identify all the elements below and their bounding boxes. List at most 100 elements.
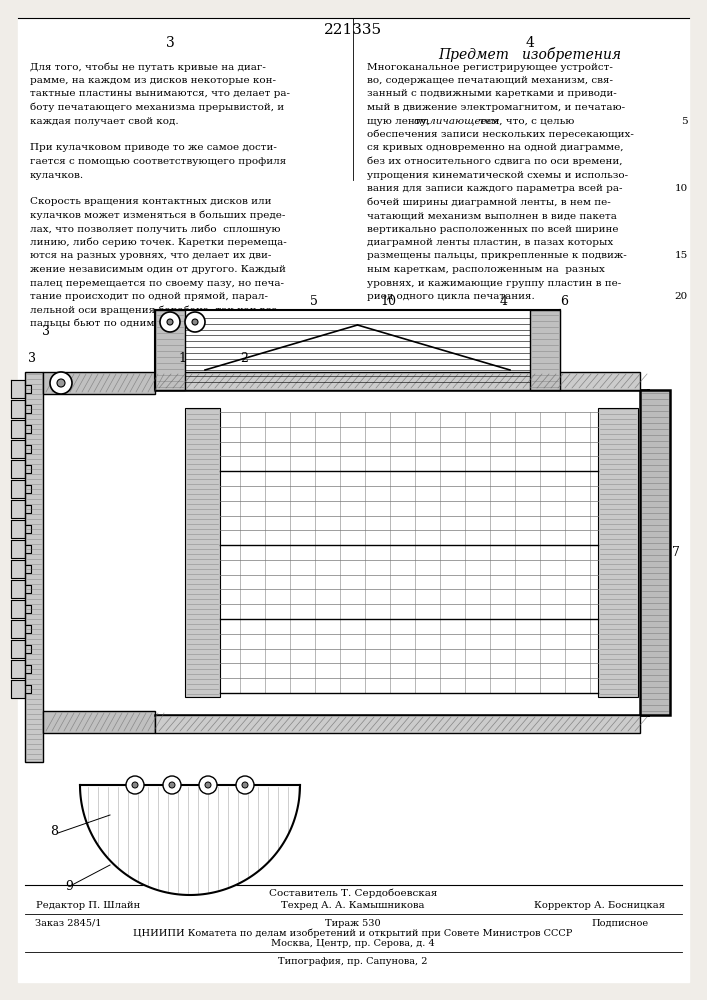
Text: Редактор П. Шлайн: Редактор П. Шлайн [36, 900, 140, 910]
Bar [43, 372, 155, 394]
Text: 7: 7 [672, 546, 680, 559]
Polygon shape [11, 480, 31, 498]
Text: во, содержащее печатающий механизм, свя-: во, содержащее печатающий механизм, свя- [367, 76, 613, 85]
Text: 6: 6 [560, 295, 568, 308]
Bar [25, 372, 43, 762]
Text: палец перемещается по своему пазу, но печа-: палец перемещается по своему пазу, но пе… [30, 278, 284, 288]
Text: Предмет   изобретения: Предмет изобретения [438, 46, 621, 62]
Text: ются на разных уровнях, что делает их дви-: ются на разных уровнях, что делает их дв… [30, 251, 271, 260]
Text: 4: 4 [500, 295, 508, 308]
Text: 4: 4 [525, 36, 534, 50]
Text: ся кривых одновременно на одной диаграмме,: ся кривых одновременно на одной диаграмм… [367, 143, 624, 152]
Polygon shape [11, 640, 31, 658]
Text: ЦНИИПИ Коматета по делам изобретений и открытий при Совете Министров СССР: ЦНИИПИ Коматета по делам изобретений и о… [134, 928, 573, 938]
Text: Многоканальное регистрирующее устройст-: Многоканальное регистрирующее устройст- [367, 62, 613, 72]
Polygon shape [11, 460, 31, 478]
Text: обеспечения записи нескольких пересекающих-: обеспечения записи нескольких пересекающ… [367, 130, 634, 139]
Circle shape [205, 782, 211, 788]
Circle shape [132, 782, 138, 788]
Text: Корректор А. Босницкая: Корректор А. Босницкая [534, 900, 665, 910]
Text: 10: 10 [674, 184, 688, 193]
Text: занный с подвижными каретками и приводи-: занный с подвижными каретками и приводи- [367, 90, 617, 99]
Text: уровнях, и кажимающие группу пластин в пе-: уровнях, и кажимающие группу пластин в п… [367, 278, 621, 288]
Text: без их относительного сдвига по оси времени,: без их относительного сдвига по оси врем… [367, 157, 622, 166]
Bar [530, 310, 560, 390]
Text: 9: 9 [65, 880, 73, 893]
Text: тем, что, с целью: тем, что, с целью [476, 116, 574, 125]
Text: тактные пластины вынимаются, что делает ра-: тактные пластины вынимаются, что делает … [30, 90, 290, 99]
Circle shape [242, 782, 248, 788]
Text: При кулачковом приводе то же самое дости-: При кулачковом приводе то же самое дости… [30, 143, 277, 152]
Text: вания для записи каждого параметра всей ра-: вания для записи каждого параметра всей … [367, 184, 622, 193]
Text: Москва, Центр, пр. Серова, д. 4: Москва, Центр, пр. Серова, д. 4 [271, 938, 435, 948]
Circle shape [185, 312, 205, 332]
Text: 15: 15 [674, 251, 688, 260]
Text: кулачков.: кулачков. [30, 170, 84, 180]
Circle shape [50, 372, 72, 394]
Bar [155, 715, 640, 733]
Circle shape [160, 312, 180, 332]
Bar [185, 310, 530, 390]
Bar [640, 390, 670, 715]
Bar [43, 711, 155, 733]
Text: 5: 5 [310, 295, 318, 308]
Text: ным кареткам, расположенным на  разных: ным кареткам, расположенным на разных [367, 265, 605, 274]
Circle shape [199, 776, 217, 794]
Text: размещены пальцы, прикрепленные к подвиж-: размещены пальцы, прикрепленные к подвиж… [367, 251, 626, 260]
Text: 8: 8 [50, 825, 58, 838]
Text: 20: 20 [674, 292, 688, 301]
Bar [185, 408, 220, 697]
Polygon shape [11, 440, 31, 458]
Text: Составитель Т. Сердобоевская: Составитель Т. Сердобоевская [269, 888, 437, 898]
Text: Скорость вращения контактных дисков или: Скорость вращения контактных дисков или [30, 198, 271, 207]
Text: упрощения кинематической схемы и использо-: упрощения кинематической схемы и использ… [367, 170, 628, 180]
Bar [155, 310, 185, 390]
Text: мый в движение электромагнитом, и печатаю-: мый в движение электромагнитом, и печата… [367, 103, 625, 112]
Circle shape [192, 319, 198, 325]
Text: 3: 3 [28, 352, 36, 365]
Text: 2: 2 [240, 352, 248, 365]
Text: 221335: 221335 [324, 23, 382, 37]
Text: 3: 3 [165, 36, 175, 50]
Text: тание происходит по одной прямой, парал-: тание происходит по одной прямой, парал- [30, 292, 268, 301]
Polygon shape [11, 660, 31, 678]
Text: Заказ 2845/1: Заказ 2845/1 [35, 918, 101, 928]
Bar [155, 372, 640, 390]
Circle shape [167, 319, 173, 325]
Text: каждая получает свой код.: каждая получает свой код. [30, 116, 179, 125]
Text: гается с помощью соответствующего профиля: гается с помощью соответствующего профил… [30, 157, 286, 166]
Polygon shape [11, 420, 31, 438]
Text: лах, что позволяет получить либо  сплошную: лах, что позволяет получить либо сплошну… [30, 224, 281, 234]
Text: кулачков может изменяться в больших преде-: кулачков может изменяться в больших пред… [30, 211, 286, 220]
Polygon shape [11, 500, 31, 518]
Polygon shape [11, 620, 31, 638]
Text: пальцы бьют по одним и тем же пластинам.: пальцы бьют по одним и тем же пластинам. [30, 319, 272, 328]
Polygon shape [11, 680, 31, 698]
Text: рамме, на каждом из дисков некоторые кон-: рамме, на каждом из дисков некоторые кон… [30, 76, 276, 85]
Polygon shape [11, 520, 31, 538]
Text: Тираж 530: Тираж 530 [325, 918, 381, 928]
Text: 3: 3 [42, 325, 50, 338]
Text: бочей ширины диаграмной ленты, в нем пе-: бочей ширины диаграмной ленты, в нем пе- [367, 197, 611, 207]
Text: чатающий механизм выполнен в виде пакета: чатающий механизм выполнен в виде пакета [367, 211, 617, 220]
Polygon shape [80, 785, 300, 895]
Text: Техред А. А. Камышникова: Техред А. А. Камышникова [281, 900, 425, 910]
Text: 10: 10 [380, 295, 396, 308]
Bar [598, 408, 638, 697]
Text: риод одного цикла печатания.: риод одного цикла печатания. [367, 292, 534, 301]
Circle shape [236, 776, 254, 794]
Circle shape [57, 379, 65, 387]
Text: диаграмной ленты пластин, в пазах которых: диаграмной ленты пластин, в пазах которы… [367, 238, 613, 247]
Text: 5: 5 [682, 116, 688, 125]
Polygon shape [11, 580, 31, 598]
Text: боту печатающего механизма прерывистой, и: боту печатающего механизма прерывистой, … [30, 103, 284, 112]
Polygon shape [11, 400, 31, 418]
Text: лельной оси вращения барабана, так как все: лельной оси вращения барабана, так как в… [30, 305, 277, 315]
Text: отличающееся: отличающееся [414, 116, 501, 125]
Text: линию, либо серию точек. Каретки перемеща-: линию, либо серию точек. Каретки перемещ… [30, 238, 287, 247]
Text: 1: 1 [178, 352, 186, 365]
Circle shape [126, 776, 144, 794]
Text: щую ленту,: щую ленту, [367, 116, 433, 125]
Circle shape [163, 776, 181, 794]
Text: Подписное: Подписное [592, 918, 648, 928]
